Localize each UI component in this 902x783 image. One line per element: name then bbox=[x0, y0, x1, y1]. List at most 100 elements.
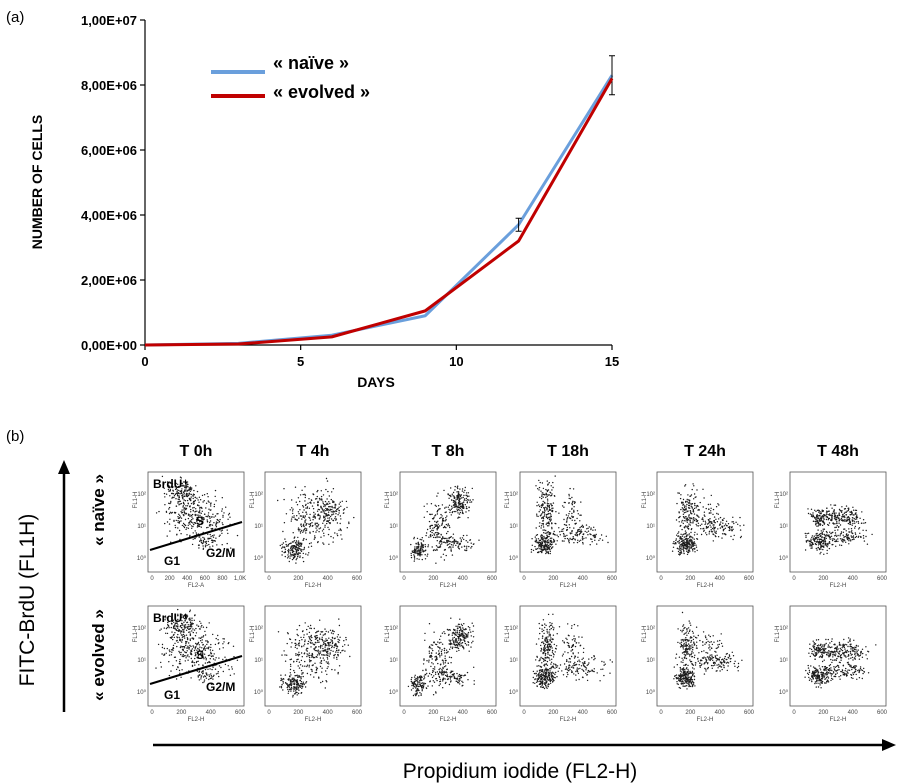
event-dot bbox=[693, 534, 696, 536]
event-dot bbox=[308, 656, 311, 659]
event-dot bbox=[331, 513, 333, 516]
event-dot bbox=[210, 646, 212, 649]
event-dot bbox=[204, 656, 206, 658]
event-dot bbox=[337, 634, 339, 636]
event-dot bbox=[209, 668, 211, 670]
event-dot bbox=[848, 531, 851, 533]
event-dot bbox=[175, 519, 177, 522]
event-dot bbox=[693, 541, 696, 543]
event-dot bbox=[460, 495, 462, 497]
event-dot bbox=[830, 532, 832, 535]
event-dot bbox=[687, 527, 690, 530]
event-dot bbox=[690, 531, 692, 534]
event-dot bbox=[292, 512, 294, 515]
mini-x-label: FL2-H bbox=[440, 583, 457, 589]
event-dot bbox=[324, 649, 326, 651]
event-dot bbox=[321, 530, 324, 532]
event-dot bbox=[300, 530, 302, 533]
event-dot bbox=[322, 647, 324, 650]
event-dot bbox=[169, 650, 171, 653]
event-dot bbox=[297, 676, 299, 678]
event-dot bbox=[175, 668, 178, 671]
event-dot bbox=[283, 551, 285, 554]
event-dot bbox=[424, 682, 427, 685]
event-dot bbox=[312, 516, 315, 518]
event-dot bbox=[438, 676, 441, 679]
event-dot bbox=[205, 515, 207, 518]
event-dot bbox=[210, 643, 212, 646]
event-dot bbox=[310, 646, 312, 648]
event-dot bbox=[205, 502, 208, 504]
event-dot bbox=[174, 483, 176, 485]
event-dot bbox=[316, 522, 319, 524]
event-dot bbox=[304, 520, 306, 522]
event-dot bbox=[215, 673, 218, 675]
event-dot bbox=[854, 536, 857, 539]
event-dot bbox=[723, 517, 725, 520]
event-dot bbox=[186, 505, 189, 507]
event-dot bbox=[183, 490, 186, 492]
event-dot bbox=[456, 508, 458, 510]
event-dot bbox=[683, 544, 685, 546]
event-dot bbox=[712, 526, 715, 528]
event-dot bbox=[281, 654, 283, 656]
event-dot bbox=[177, 666, 179, 669]
event-dot bbox=[236, 659, 239, 661]
event-dot bbox=[218, 665, 221, 667]
event-dot bbox=[229, 516, 231, 518]
event-dot bbox=[197, 516, 200, 518]
event-dot bbox=[410, 678, 412, 681]
event-dot bbox=[687, 501, 689, 504]
event-dot bbox=[466, 545, 468, 547]
event-dot bbox=[691, 544, 693, 546]
event-dot bbox=[460, 674, 462, 677]
event-dot bbox=[817, 541, 819, 543]
event-dot bbox=[201, 636, 203, 638]
event-dot bbox=[566, 517, 569, 519]
x-tick-label: 5 bbox=[297, 354, 304, 369]
event-dot bbox=[450, 656, 453, 659]
event-dot bbox=[311, 505, 314, 507]
event-dot bbox=[840, 517, 843, 520]
event-dot bbox=[455, 510, 457, 513]
event-dot bbox=[835, 512, 837, 514]
event-dot bbox=[678, 542, 680, 544]
event-dot bbox=[687, 541, 689, 543]
event-dot bbox=[458, 673, 461, 676]
event-dot bbox=[577, 539, 579, 541]
event-dot bbox=[571, 496, 573, 499]
event-dot bbox=[681, 538, 684, 540]
event-dot bbox=[305, 532, 307, 534]
event-dot bbox=[302, 506, 305, 508]
event-dot bbox=[301, 639, 303, 641]
event-dot bbox=[444, 549, 446, 551]
event-dot bbox=[303, 634, 305, 636]
event-dot bbox=[690, 535, 692, 538]
event-dot bbox=[454, 496, 456, 499]
event-dot bbox=[468, 495, 470, 497]
event-dot bbox=[199, 525, 201, 527]
event-dot bbox=[456, 644, 458, 647]
event-dot bbox=[189, 619, 192, 621]
event-dot bbox=[315, 525, 318, 527]
event-dot bbox=[446, 537, 448, 540]
event-dot bbox=[283, 522, 286, 524]
event-dot bbox=[295, 687, 298, 689]
event-dot bbox=[547, 551, 549, 553]
event-dot bbox=[180, 676, 182, 678]
event-dot bbox=[296, 694, 298, 696]
event-dot bbox=[304, 622, 306, 624]
event-dot bbox=[225, 506, 227, 508]
event-dot bbox=[421, 539, 423, 541]
event-dot bbox=[466, 502, 468, 504]
event-dot bbox=[421, 558, 423, 561]
event-dot bbox=[298, 530, 300, 532]
event-dot bbox=[186, 495, 189, 498]
event-dot bbox=[284, 674, 287, 676]
event-dot bbox=[550, 494, 553, 497]
event-dot bbox=[295, 501, 297, 503]
event-dot bbox=[444, 662, 446, 664]
event-dot bbox=[195, 508, 197, 510]
event-dot bbox=[858, 528, 860, 530]
event-dot bbox=[199, 536, 201, 538]
